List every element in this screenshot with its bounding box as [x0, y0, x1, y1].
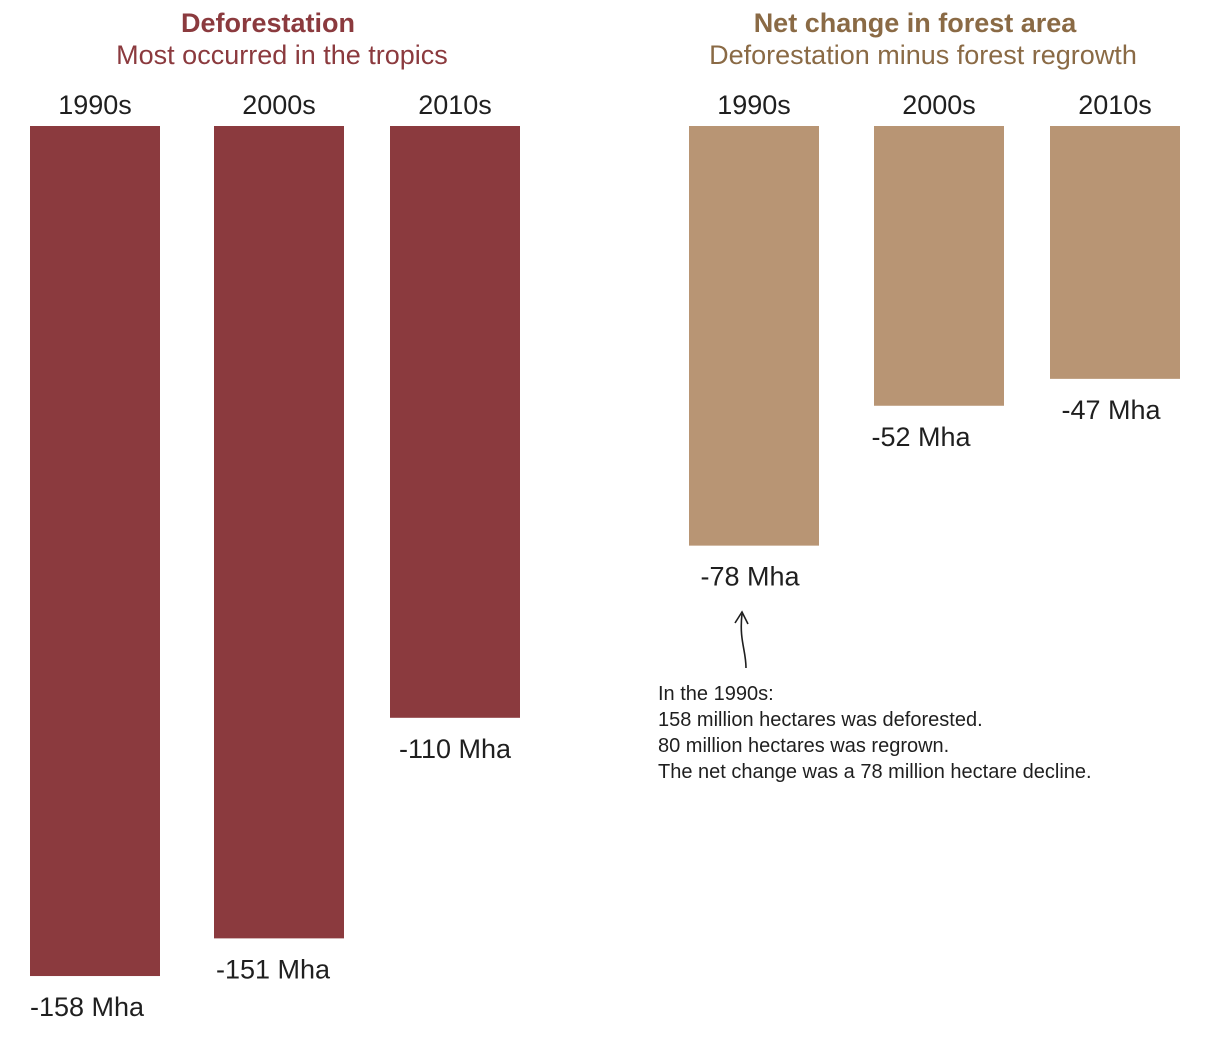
annotation-line-3: 80 million hectares was regrown. — [658, 735, 949, 757]
category-tick-2010s: 2010s — [418, 90, 492, 120]
category-tick-2010s: 2010s — [1078, 90, 1152, 120]
net-change-subtitle: Deforestation minus forest regrowth — [709, 40, 1137, 70]
category-tick-2000s: 2000s — [902, 90, 976, 120]
value-label-2010s: -47 Mha — [1061, 395, 1161, 425]
annotation-arrow — [740, 613, 747, 669]
bar-2000s — [214, 126, 344, 939]
value-label-2010s: -110 Mha — [399, 734, 512, 764]
bar-2000s — [874, 126, 1004, 406]
annotation-line-1: In the 1990s: — [658, 683, 774, 705]
bar-2010s — [1050, 126, 1180, 379]
bar-1990s — [30, 126, 160, 977]
deforestation-subtitle: Most occurred in the tropics — [116, 40, 448, 70]
value-label-2000s: -151 Mha — [216, 954, 331, 984]
bar-2010s — [390, 126, 520, 718]
deforestation-panel: Deforestation Most occurred in the tropi… — [30, 8, 520, 1022]
annotation-line-2: 158 million hectares was deforested. — [658, 709, 983, 731]
annotation-line-4: The net change was a 78 million hectare … — [658, 761, 1092, 783]
bar-1990s — [689, 126, 819, 546]
net-change-title: Net change in forest area — [754, 8, 1078, 38]
value-label-2000s: -52 Mha — [871, 422, 971, 452]
category-tick-1990s: 1990s — [58, 90, 132, 120]
deforestation-title: Deforestation — [181, 8, 355, 38]
value-label-1990s: -78 Mha — [700, 562, 800, 592]
value-label-1990s: -158 Mha — [30, 992, 145, 1022]
annotation-arrowhead — [734, 610, 749, 625]
net-change-panel: Net change in forest area Deforestation … — [689, 8, 1180, 592]
category-tick-2000s: 2000s — [242, 90, 316, 120]
annotation: In the 1990s: 158 million hectares was d… — [658, 610, 1092, 783]
category-tick-1990s: 1990s — [717, 90, 791, 120]
